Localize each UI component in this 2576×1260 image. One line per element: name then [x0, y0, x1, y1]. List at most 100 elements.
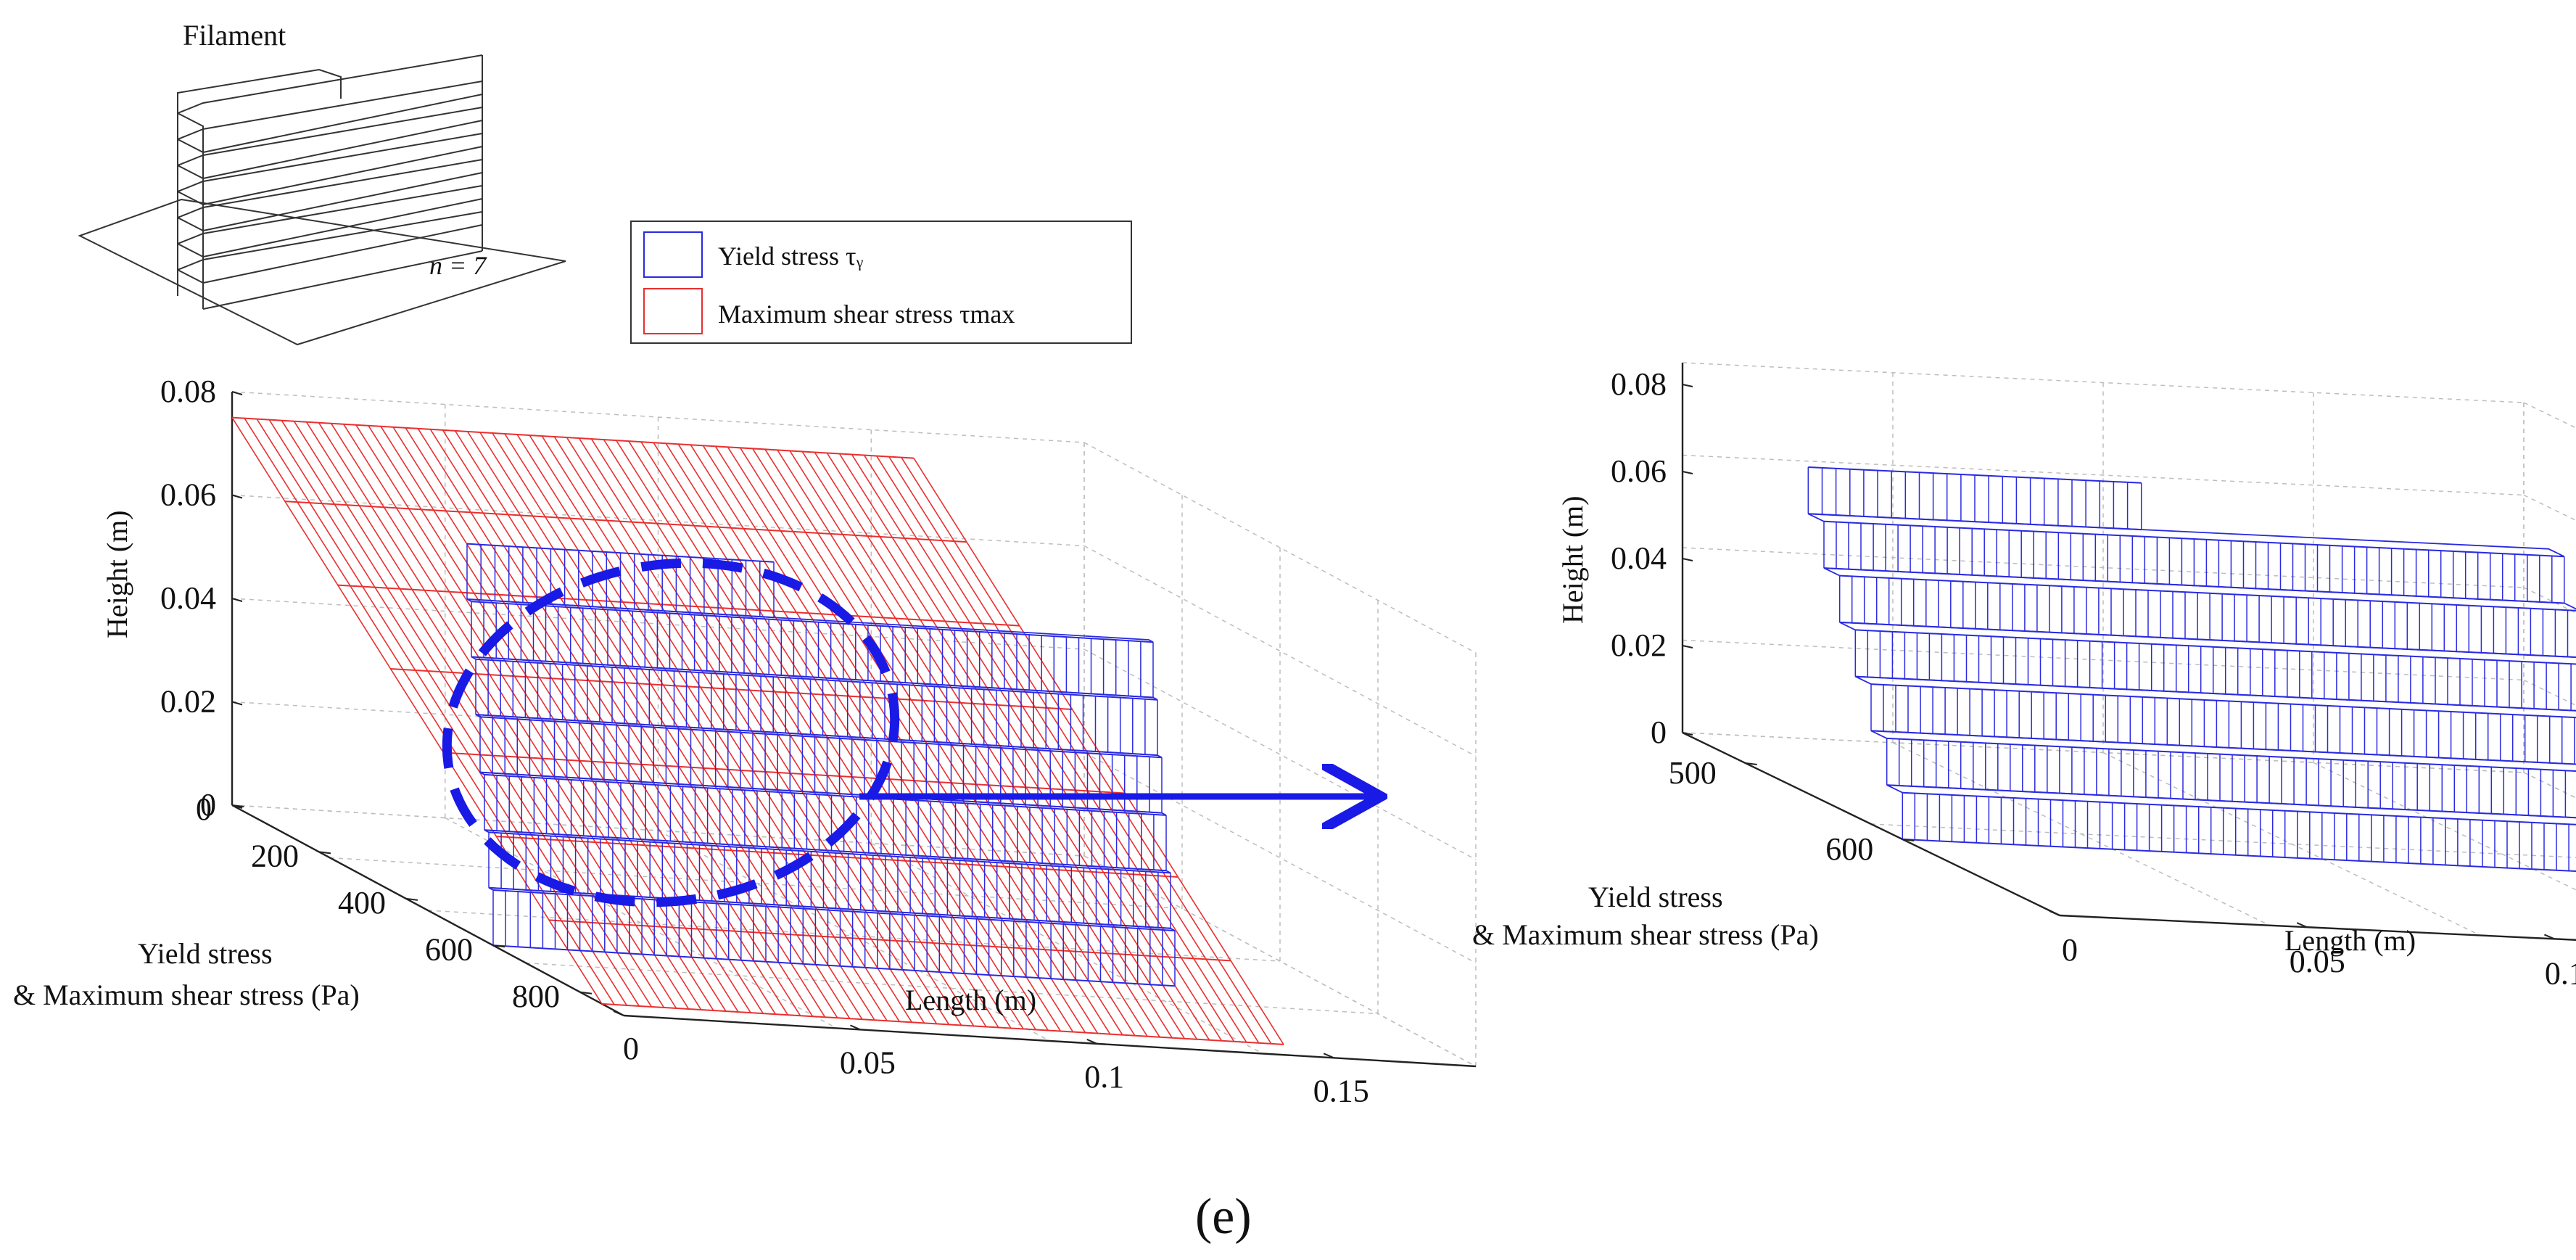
full-view-ylabel-line1: Yield stress [138, 937, 273, 970]
yield-step-top [475, 658, 1158, 701]
z-tick-mark [1682, 471, 1693, 474]
schematic-layer-front [202, 94, 483, 153]
z-tick-mark [231, 598, 243, 602]
schematic-layer-front [202, 120, 483, 179]
shear-mesh-line [256, 419, 627, 1006]
shear-layer-edge [231, 416, 915, 459]
shear-mesh-line [244, 418, 615, 1005]
grid-line [1682, 547, 2525, 588]
z-tick-mark [1682, 732, 1693, 736]
figure-caption: (e) [1195, 1189, 1252, 1245]
full-view-xlabel: Length (m) [905, 984, 1036, 1016]
grid-line [427, 910, 1281, 962]
yield-step-top [484, 773, 1167, 816]
z-tick-label: 0.08 [1611, 366, 1667, 402]
schematic-layer-count: n = 7 [429, 251, 487, 280]
y-tick-mark [1745, 762, 1757, 765]
zoom-view-ylabel-line1: Yield stress [1588, 881, 1723, 913]
shear-mesh-line [281, 420, 653, 1008]
yield-step-ledge [1870, 730, 2576, 765]
schematic-layer-front [202, 224, 483, 284]
shear-mesh-line [231, 417, 603, 1005]
z-tick-label: 0 [200, 787, 216, 823]
yield-step-top [479, 716, 1163, 759]
yield-step-top [1855, 629, 2576, 665]
yield-step-top [466, 543, 775, 563]
yield-step-top [488, 831, 1171, 874]
shear-layer-edge [601, 1002, 1284, 1045]
schematic-base [78, 198, 566, 346]
shear-mesh-line [268, 419, 640, 1007]
z-tick-label: 0.04 [160, 580, 216, 616]
y-axis [231, 804, 624, 1017]
y-tick-label: 800 [512, 979, 560, 1014]
z-tick-label: 0.08 [160, 374, 216, 409]
y-axis [1682, 731, 2060, 917]
grid-line [2523, 402, 2576, 429]
y-tick-mark [492, 944, 505, 948]
grid-line [231, 391, 1085, 443]
x-tick-mark [1323, 1053, 1334, 1059]
grid-line [1682, 639, 2525, 681]
legend-swatch-shear [643, 288, 703, 334]
x-tick-label: 0.1 [1084, 1059, 1124, 1095]
schematic-top-layer [177, 68, 342, 113]
schematic-layer-front [202, 172, 483, 231]
full-view-yield-surface [466, 543, 1176, 987]
x-tick-label: 0 [623, 1031, 639, 1066]
schematic-layer-front [202, 198, 483, 258]
zoom-view-grid [1682, 362, 2576, 941]
yield-step-ledge [466, 598, 1154, 643]
y-tick-mark [318, 851, 331, 855]
yield-step-top [1886, 737, 2576, 772]
y-tick-mark [1902, 839, 1915, 841]
x-tick-mark [613, 1010, 624, 1016]
y-tick-label: 0 [196, 791, 212, 827]
x-tick-label: 0.1 [2545, 955, 2576, 991]
legend-label-shear: Maximum shear stress τmax [718, 300, 1015, 329]
zoom-view-xlabel: Length (m) [2284, 924, 2416, 957]
z-tick-label: 0.06 [1611, 453, 1667, 489]
schematic-layer-front [202, 146, 483, 205]
schematic-layer [177, 211, 483, 296]
yield-step-ledge [1807, 513, 2565, 558]
filament-schematic: Filament n = 7 [78, 19, 566, 346]
zoom-view-axes [1681, 363, 2576, 941]
x-tick-label: 0.05 [2290, 944, 2345, 979]
yield-step-top [1902, 791, 2576, 825]
legend-label-yield: Yield stress τᵧ [718, 242, 863, 271]
yield-step-bottom [1870, 730, 2576, 765]
schematic-title: Filament [183, 19, 286, 52]
zoom-view-yield-surface [1807, 466, 2576, 873]
x-tick-label: 0.05 [840, 1045, 896, 1080]
x-tick-label: 0.15 [1313, 1073, 1369, 1108]
y-tick-label: 600 [425, 931, 473, 967]
zoom-view-zlabel: Height (m) [1556, 495, 1589, 624]
full-view-zlabel: Height (m) [101, 510, 133, 638]
z-tick-label: 0 [1651, 715, 1667, 750]
schematic-layer-side [177, 112, 204, 152]
yield-step-bottom [484, 829, 1167, 872]
yield-step-bottom [475, 714, 1158, 757]
legend-box [630, 221, 1132, 344]
y-tick-label: 500 [1669, 755, 1717, 791]
shear-layer-edge [284, 501, 967, 543]
legend: Yield stress τᵧ Maximum shear stress τma… [630, 221, 1132, 344]
yield-step-bottom [1902, 839, 2576, 873]
x-axis [623, 1014, 1477, 1068]
z-tick-label: 0.04 [1611, 540, 1667, 576]
z-tick-mark [231, 701, 243, 706]
x-tick-mark [2049, 910, 2060, 916]
grid-line [329, 857, 1183, 910]
yield-step-bottom [479, 771, 1163, 814]
legend-swatch-yield [643, 231, 703, 278]
schematic-layer-side [177, 269, 204, 309]
z-tick-label: 0.02 [1611, 627, 1667, 663]
y-tick-mark [405, 897, 418, 901]
shear-layer-edge [443, 752, 1126, 794]
highlight-ellipse [442, 558, 900, 907]
x-tick-mark [1086, 1038, 1098, 1045]
schematic-layer [177, 185, 483, 270]
